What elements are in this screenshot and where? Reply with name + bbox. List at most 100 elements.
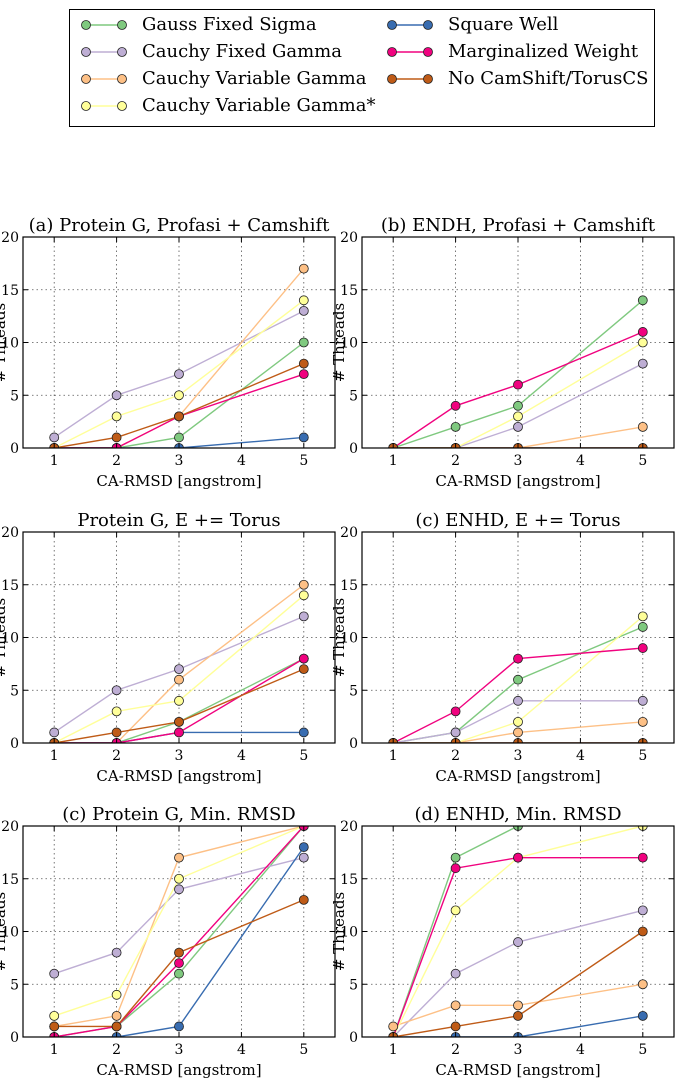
legend-label: Cauchy Variable Gamma* <box>142 95 376 116</box>
data-point-marg <box>513 653 523 664</box>
legend-marker-dot <box>117 47 127 57</box>
data-point-cauchy_var_star <box>111 411 122 422</box>
data-point-gauss <box>638 800 647 809</box>
data-point-marg <box>637 852 648 863</box>
x-axis-label: CA-RMSD [angstrom] <box>435 1061 600 1079</box>
data-point-nocs <box>637 926 648 937</box>
series-line-cauchy_fixed <box>53 856 304 975</box>
data-point-cauchy_var <box>637 717 648 727</box>
y-tick-label: 10 <box>340 336 358 352</box>
chart-legend: Gauss Fixed Sigma Cauchy Fixed Gamma Cauch… <box>69 9 655 127</box>
x-tick-label: 4 <box>576 453 585 469</box>
x-tick-label: 2 <box>112 453 121 469</box>
y-tick-label: 0 <box>349 736 358 752</box>
y-tick-label: 15 <box>340 578 358 594</box>
y-tick-label: 0 <box>349 441 358 457</box>
data-point-nocs <box>111 432 122 443</box>
legend-marker-marg <box>387 47 433 57</box>
x-tick-label: 2 <box>451 748 460 764</box>
data-point-cauchy_fixed <box>513 421 523 432</box>
data-point-nocs <box>298 664 309 675</box>
data-point-cauchy_fixed <box>513 937 523 947</box>
y-axis-label: # Threads <box>0 892 9 971</box>
x-tick-label: 5 <box>299 1042 308 1058</box>
x-tick-label: 3 <box>514 453 523 469</box>
y-tick-label: 20 <box>1 819 19 835</box>
data-point-cauchy_var_star <box>513 717 523 727</box>
data-point-nocs <box>174 947 184 958</box>
legend-marker-dot <box>81 47 91 57</box>
series-line-marg <box>392 856 643 1037</box>
plot-area <box>388 295 648 448</box>
data-point-marg <box>174 958 184 969</box>
data-point-nocs <box>111 1021 122 1032</box>
x-axis-label: CA-RMSD [angstrom] <box>96 472 261 490</box>
series-line-cauchy_var <box>392 983 643 1028</box>
data-point-square <box>298 432 309 443</box>
data-point-cauchy_fixed <box>450 727 461 738</box>
legend-label: Cauchy Fixed Gamma <box>142 41 342 62</box>
series-line-gauss <box>54 657 305 743</box>
x-tick-label: 4 <box>576 1042 585 1058</box>
series-line-cauchy_var_star <box>393 615 644 743</box>
y-tick-label: 15 <box>1 283 19 299</box>
x-tick-label: 1 <box>389 748 398 764</box>
data-point-marg <box>637 643 648 653</box>
data-point-nocs <box>111 727 122 738</box>
y-tick-label: 5 <box>10 977 19 993</box>
plot-area <box>388 611 648 743</box>
y-tick-label: 10 <box>340 631 358 647</box>
data-point-gauss <box>637 295 648 306</box>
legend-marker-dot <box>387 20 397 30</box>
y-tick-label: 20 <box>1 525 19 541</box>
chart-title: (c) ENHD, E += Torus <box>415 510 620 531</box>
y-tick-label: 5 <box>349 683 358 699</box>
legend-label: Cauchy Variable Gamma <box>142 68 367 89</box>
plot-area <box>388 800 648 1037</box>
data-point-square <box>637 1011 648 1021</box>
x-tick-label: 5 <box>299 453 308 469</box>
series-line-square <box>393 1015 643 1037</box>
data-point-cauchy_fixed <box>49 968 60 979</box>
series-line-marg <box>54 826 305 1037</box>
data-point-marg <box>637 327 648 337</box>
x-tick-label: 2 <box>112 1042 121 1058</box>
data-point-cauchy_fixed <box>174 884 184 895</box>
x-tick-label: 2 <box>451 453 460 469</box>
legend-label: No CamShift/TorusCS <box>448 68 649 89</box>
y-tick-label: 20 <box>340 525 358 541</box>
y-tick-label: 15 <box>1 578 19 594</box>
legend-marker-dot <box>81 101 91 111</box>
y-tick-label: 5 <box>349 977 358 993</box>
legend-marker-square <box>387 20 433 30</box>
series-line-square <box>54 846 305 1037</box>
data-point-gauss <box>513 400 523 411</box>
data-point-gauss <box>637 622 648 632</box>
x-tick-label: 5 <box>638 748 647 764</box>
legend-label: Marginalized Weight <box>448 41 639 62</box>
y-tick-label: 0 <box>349 1030 358 1046</box>
series-line-nocs <box>54 899 305 1028</box>
data-point-nocs <box>298 358 309 369</box>
x-axis-label: CA-RMSD [angstrom] <box>435 767 600 785</box>
legend-marker-dot <box>387 74 397 84</box>
chart-panel-4: 1 2 3 4 5 0 5 10 15 20 (c) ENHD, E += Torus CA-RMSD… <box>330 510 675 785</box>
y-tick-label: 0 <box>10 441 19 457</box>
x-tick-label: 1 <box>389 1042 398 1058</box>
y-tick-label: 10 <box>1 925 19 941</box>
chart-panel-6: 1 2 3 4 5 0 5 10 15 20 (d) ENHD, Min. RMSD CA-RMSD … <box>330 800 675 1079</box>
y-tick-label: 10 <box>1 336 19 352</box>
legend-marker-dot <box>81 20 91 30</box>
x-tick-label: 4 <box>237 748 246 764</box>
data-point-cauchy_var <box>111 1011 122 1021</box>
x-tick-label: 1 <box>50 748 59 764</box>
chart-title: (c) Protein G, Min. RMSD <box>62 804 296 825</box>
series-line-cauchy_var <box>393 721 643 743</box>
data-point-cauchy_fixed <box>298 305 309 316</box>
series-line-gauss <box>392 299 644 448</box>
data-point-cauchy_var_star <box>298 590 309 601</box>
legend-label: Gauss Fixed Sigma <box>142 14 317 35</box>
data-point-marg <box>513 852 523 863</box>
data-point-cauchy_var_star <box>111 989 122 1000</box>
